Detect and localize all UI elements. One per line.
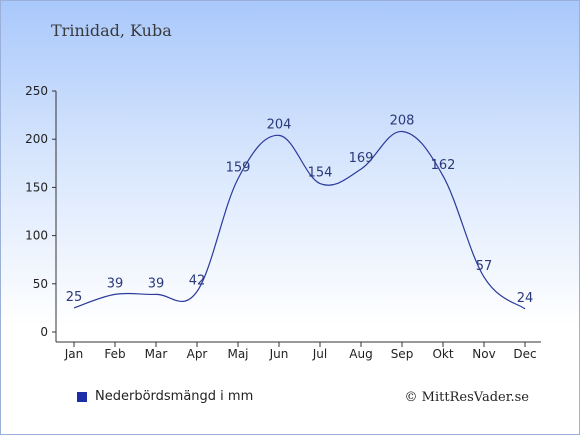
x-tick-label: Jan — [64, 347, 84, 361]
data-label: 57 — [476, 259, 493, 274]
data-label: 204 — [267, 117, 292, 132]
data-label: 39 — [148, 276, 165, 291]
y-tick-label: 150 — [25, 180, 48, 194]
data-label: 39 — [107, 276, 124, 291]
data-point — [73, 307, 75, 309]
legend-label: Nederbördsmängd i mm — [95, 389, 254, 404]
x-tick-label: Dec — [513, 347, 536, 361]
x-tick-label: Mar — [145, 347, 168, 361]
data-label: 162 — [431, 158, 456, 173]
chart-legend: Nederbördsmängd i mm — [77, 389, 253, 404]
chart-data-labels: 25 39 39 42 159 204 154 169 208 162 57 24 — [66, 113, 534, 305]
x-tick-label: Apr — [187, 347, 208, 361]
data-label: 159 — [226, 161, 251, 176]
data-point — [442, 175, 444, 177]
y-tick-label: 250 — [25, 84, 48, 98]
x-tick-label: Jun — [269, 347, 289, 361]
data-label: 42 — [189, 274, 206, 289]
x-tick-label: Okt — [432, 347, 453, 361]
data-point — [524, 308, 526, 310]
data-label: 208 — [390, 113, 415, 128]
chart-axes: 0 50 100 150 200 250 Jan Feb Mar Apr Maj Jun Jul Aug S… — [25, 84, 541, 361]
data-point — [401, 130, 403, 132]
x-tick-label: Maj — [227, 347, 248, 361]
data-point — [114, 293, 116, 295]
legend-swatch — [77, 391, 87, 402]
data-point — [319, 183, 321, 185]
data-point — [155, 293, 157, 295]
x-tick-label: Aug — [349, 347, 372, 361]
data-label: 25 — [66, 290, 83, 305]
y-tick-label: 50 — [33, 277, 48, 291]
data-point — [483, 276, 485, 278]
data-label: 154 — [308, 166, 333, 181]
data-label: 169 — [349, 151, 374, 166]
data-point — [360, 168, 362, 170]
y-tick-label: 100 — [25, 229, 48, 243]
data-point — [196, 291, 198, 293]
x-tick-label: Feb — [104, 347, 125, 361]
series-line — [73, 130, 526, 310]
y-tick-label: 200 — [25, 132, 48, 146]
credit-text: © MittResVader.se — [404, 390, 529, 405]
x-tick-label: Sep — [391, 347, 414, 361]
data-point — [237, 178, 239, 180]
y-tick-label: 0 — [40, 325, 48, 339]
x-tick-label: Jul — [312, 347, 327, 361]
x-tick-label: Nov — [472, 347, 495, 361]
data-point — [278, 134, 280, 136]
data-label: 24 — [517, 291, 534, 306]
chart-series — [73, 130, 526, 310]
chart-title: Trinidad, Kuba — [51, 21, 172, 40]
